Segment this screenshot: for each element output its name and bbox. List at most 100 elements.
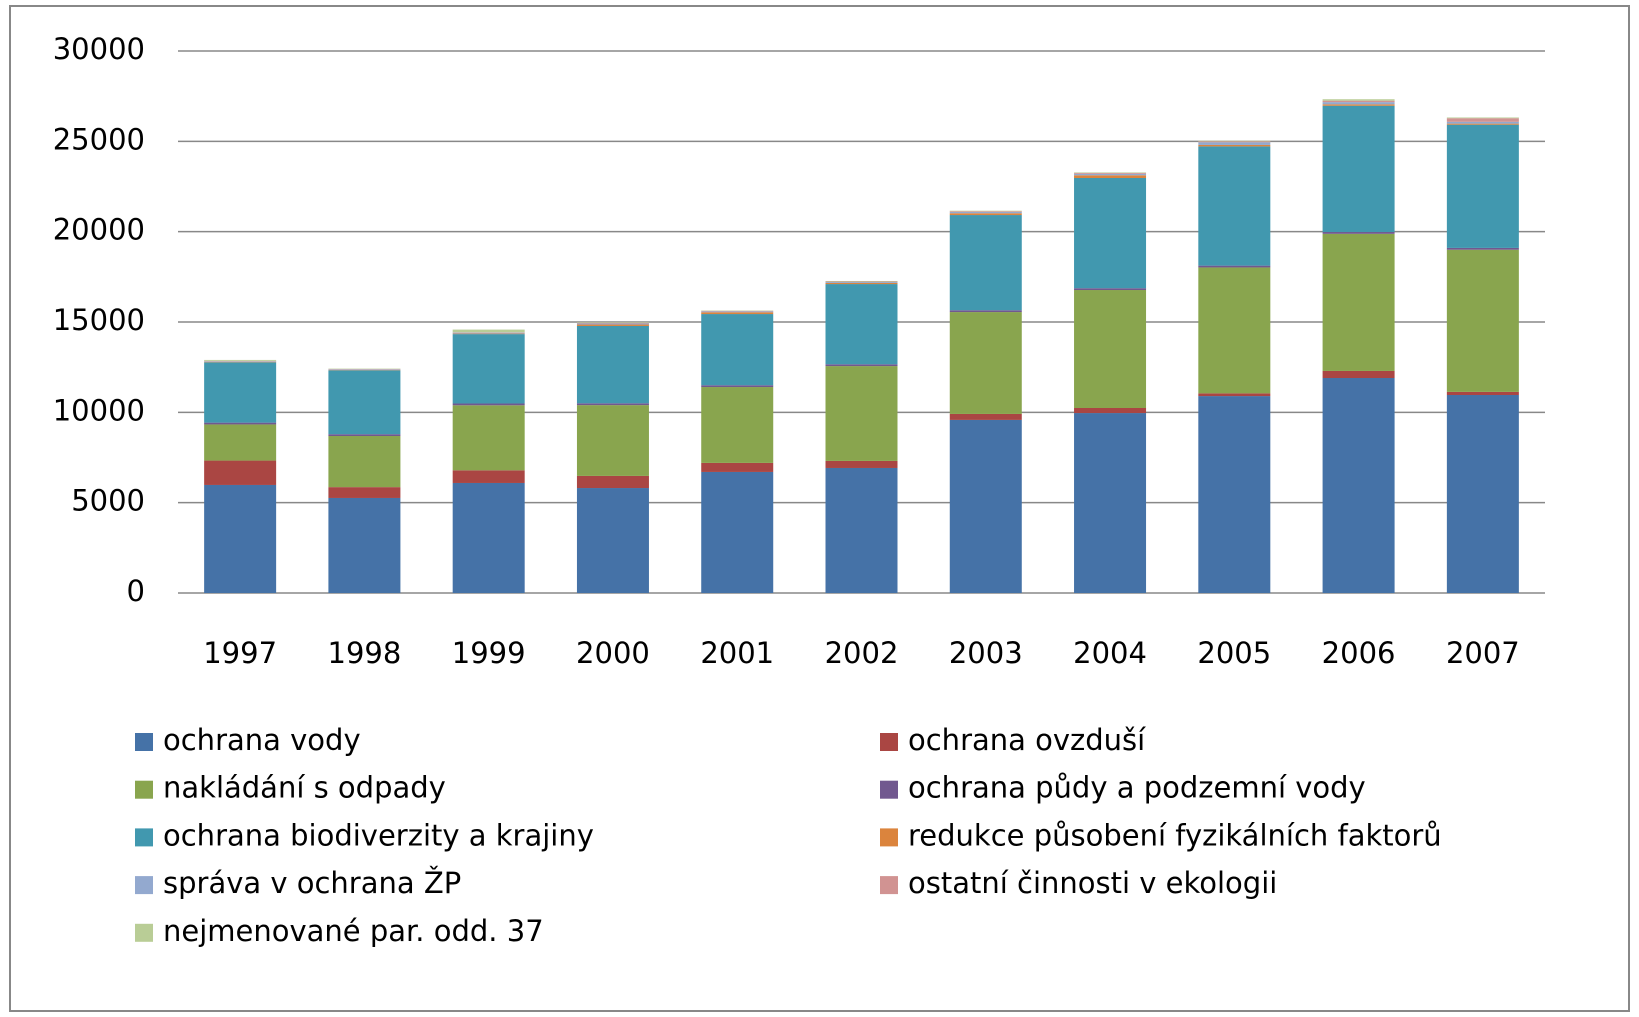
bar-segment <box>949 210 1022 212</box>
bar-segment <box>328 487 401 498</box>
legend-label: nakládání s odpady <box>163 771 446 805</box>
legend-label: ostatní činnosti v ekologii <box>908 866 1277 900</box>
bar-segment <box>452 482 525 593</box>
bar-segment <box>701 312 774 315</box>
legend-swatch <box>880 828 898 847</box>
x-tick-label: 2004 <box>1073 636 1147 670</box>
bar-segment <box>328 497 401 593</box>
bar-segment <box>452 333 525 335</box>
legend-swatch <box>135 733 153 751</box>
bar-segment <box>825 460 898 468</box>
bar-segment <box>1198 265 1271 268</box>
bar-segment <box>204 484 277 593</box>
x-tick-label: 1999 <box>452 636 526 670</box>
bar-segment <box>576 475 649 489</box>
bar-segment <box>1322 232 1395 234</box>
bar-segment <box>1074 290 1147 408</box>
bar-segment <box>1198 267 1271 394</box>
bar-segment <box>1198 396 1271 593</box>
legend-label: ochrana vody <box>163 723 361 757</box>
bar-segment <box>1074 178 1147 289</box>
bar-segment <box>825 280 898 282</box>
x-tick-label: 2000 <box>576 636 650 670</box>
bar-segment <box>1322 102 1395 105</box>
bar-segment <box>949 419 1022 593</box>
bar-segment <box>576 488 649 593</box>
bar-segment <box>701 311 774 313</box>
legend-label: ochrana ovzduší <box>908 723 1146 757</box>
bar-segment <box>1198 140 1271 142</box>
y-tick-label: 5000 <box>71 484 145 518</box>
bar-segment <box>1446 391 1519 395</box>
bar-segment <box>1446 118 1519 122</box>
x-tick-label: 2001 <box>700 636 774 670</box>
legend-label: ochrana biodiverzity a krajiny <box>163 818 594 852</box>
bar-segment <box>825 282 898 285</box>
legend-swatch <box>135 876 153 895</box>
bar-segment <box>1322 233 1395 371</box>
legend-label: správa v ochrana ŽP <box>163 866 461 900</box>
bar-segment <box>576 405 649 476</box>
bar-segment <box>576 323 649 325</box>
bar-segment <box>825 281 898 283</box>
bar-segment <box>825 282 898 283</box>
bar-segment <box>949 413 1022 420</box>
bar-segment <box>825 364 898 367</box>
y-tick-label: 25000 <box>53 122 145 156</box>
legend-label: ochrana půdy a podzemní vody <box>908 771 1366 805</box>
x-tick-label: 1997 <box>203 636 277 670</box>
y-tick-label: 10000 <box>53 393 145 427</box>
bar-segment <box>949 310 1022 313</box>
bar-segment <box>1198 141 1271 143</box>
bar-segment <box>1074 288 1147 291</box>
bar-segment <box>328 436 401 488</box>
bar-segment <box>949 211 1022 212</box>
bar-segment <box>328 369 401 370</box>
x-tick-label: 2007 <box>1446 636 1520 670</box>
bar-segment <box>949 215 1022 311</box>
bar-segment <box>949 213 1022 216</box>
bar-segment <box>576 324 649 326</box>
x-tick-label: 1998 <box>328 636 402 670</box>
bar-segment <box>1322 105 1395 233</box>
bar-segment <box>1322 100 1395 103</box>
bar-segment <box>1446 394 1519 593</box>
x-tick-label: 2003 <box>949 636 1023 670</box>
bar-segment <box>452 332 525 334</box>
bar-segment <box>328 434 401 437</box>
bar-segment <box>701 385 774 388</box>
bar-segment <box>204 359 277 361</box>
bar-segment <box>1322 99 1395 101</box>
x-tick-label: 2002 <box>825 636 899 670</box>
bar-segment <box>1198 146 1271 266</box>
bar-segment <box>1074 175 1147 179</box>
bar-segment <box>1446 247 1519 250</box>
bar-segment <box>1198 142 1271 145</box>
legend-swatch <box>135 923 153 942</box>
bar-segment <box>576 403 649 406</box>
bar-segment <box>452 405 525 471</box>
bar-segment <box>825 284 898 365</box>
legend-label: redukce působení fyzikálních faktorů <box>908 818 1442 852</box>
bar-segment <box>825 467 898 593</box>
legend-swatch <box>880 780 898 799</box>
legend-label: nejmenované par. odd. 37 <box>163 914 544 948</box>
bar-segment <box>452 334 525 404</box>
bar-segment <box>452 329 525 333</box>
bar-segment <box>204 361 277 362</box>
bar-segment <box>204 460 277 485</box>
bar-segment <box>1446 117 1519 119</box>
y-tick-label: 30000 <box>53 32 145 66</box>
x-tick-label: 2006 <box>1322 636 1396 670</box>
bar-segment <box>1446 121 1519 124</box>
bar-segment <box>1322 370 1395 379</box>
bar-segment <box>1074 172 1147 174</box>
bar-segment <box>1322 104 1395 106</box>
bar-segment <box>1198 393 1271 397</box>
bar-segment <box>1074 413 1147 593</box>
bar-segment <box>1074 172 1147 173</box>
legend-swatch <box>880 876 898 895</box>
legend-swatch <box>880 733 898 751</box>
bar-segment <box>204 422 277 425</box>
